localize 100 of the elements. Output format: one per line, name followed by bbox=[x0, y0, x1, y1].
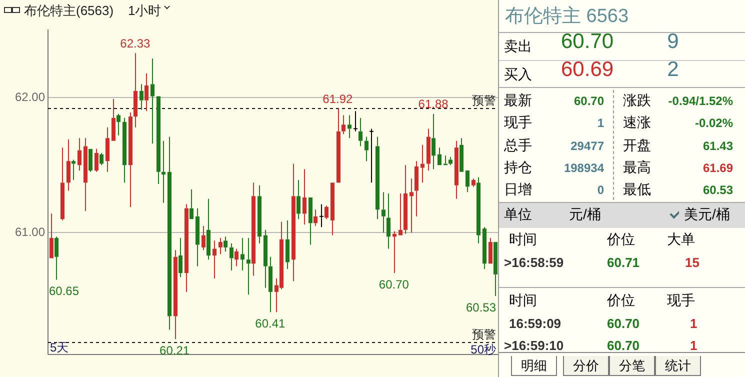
text: 最低 bbox=[623, 181, 651, 198]
candlestick bbox=[258, 184, 262, 244]
text: 60.53 bbox=[702, 182, 733, 200]
text: 最新 bbox=[504, 92, 532, 109]
annotation: 61.92 bbox=[322, 92, 354, 106]
candlestick bbox=[196, 208, 200, 267]
text: 时间 bbox=[509, 292, 537, 309]
candlestick bbox=[460, 138, 464, 172]
chart-subtitle: 1小时 bbox=[128, 2, 162, 20]
ref-line-label: 预警 bbox=[472, 328, 496, 342]
candlestick bbox=[60, 147, 64, 221]
candlestick bbox=[420, 144, 424, 184]
text: 60.70 bbox=[561, 30, 614, 53]
candlestick bbox=[330, 182, 334, 236]
text: 布伦特主 6563 bbox=[505, 5, 629, 29]
text: 速涨 bbox=[623, 114, 651, 132]
text: 16:59:09 bbox=[509, 315, 562, 332]
candlestick bbox=[454, 140, 458, 200]
candlestick bbox=[476, 176, 480, 244]
annotation: 50秒 bbox=[470, 342, 496, 356]
candlestick bbox=[162, 140, 166, 204]
text: 61.43 bbox=[702, 138, 733, 155]
text: 60.70 bbox=[574, 93, 604, 110]
text: >16:58:59 bbox=[504, 254, 564, 271]
candlestick bbox=[414, 160, 418, 217]
candlestick bbox=[494, 242, 498, 296]
candlestick bbox=[218, 237, 222, 255]
candlestick bbox=[268, 256, 272, 313]
text: 60.69 bbox=[561, 58, 614, 81]
candlestick bbox=[392, 230, 396, 274]
candlestick bbox=[324, 205, 328, 220]
candlestick bbox=[336, 108, 340, 183]
text: 时间 bbox=[509, 231, 537, 248]
candlestick bbox=[230, 242, 234, 271]
candlestick bbox=[54, 236, 58, 280]
candlestick bbox=[302, 168, 306, 225]
candlestick bbox=[252, 182, 256, 276]
text: 开盘 bbox=[623, 136, 651, 154]
text: 0 bbox=[597, 182, 604, 200]
text: 2 bbox=[666, 58, 680, 81]
ref-line-label: 预警 bbox=[472, 94, 496, 108]
candlestick bbox=[202, 225, 206, 251]
candlestick bbox=[94, 148, 98, 172]
candlestick bbox=[122, 117, 126, 184]
candlestick bbox=[212, 240, 216, 279]
text: 卖出 bbox=[504, 38, 532, 55]
candlestick bbox=[240, 237, 244, 271]
candlestick bbox=[292, 163, 296, 282]
candlestick bbox=[466, 170, 470, 193]
text: 价位 bbox=[607, 231, 635, 248]
candlestick bbox=[116, 113, 120, 136]
text: 现手 bbox=[504, 114, 532, 132]
candlestick bbox=[178, 237, 182, 278]
candlestick bbox=[234, 248, 238, 267]
text: 60.70 bbox=[607, 315, 640, 332]
text: 持仓 bbox=[504, 158, 532, 176]
text: 最高 bbox=[623, 158, 651, 176]
annotation: 60.65 bbox=[49, 284, 80, 298]
candlestick bbox=[78, 138, 82, 172]
candlestick bbox=[66, 138, 70, 192]
candlestick bbox=[224, 236, 228, 252]
text: 现手 bbox=[667, 292, 695, 309]
candlestick bbox=[432, 113, 436, 170]
text: 分笔 bbox=[609, 356, 655, 376]
candlestick bbox=[128, 112, 132, 208]
y-tick-label: 61.00 bbox=[14, 224, 46, 239]
candlestick bbox=[342, 114, 346, 135]
candlestick bbox=[308, 197, 312, 246]
text: 1 bbox=[690, 315, 698, 332]
text: 单位 bbox=[504, 206, 532, 223]
candlestick bbox=[472, 178, 476, 188]
candlestick bbox=[174, 250, 178, 340]
candlestick bbox=[264, 229, 268, 288]
candlestick bbox=[106, 126, 110, 172]
annotation: 5天 bbox=[50, 340, 69, 354]
chart-title: 布伦特主(6563) bbox=[24, 2, 114, 20]
candlestick bbox=[438, 147, 442, 166]
annotation: 62.33 bbox=[120, 36, 151, 50]
candlestick bbox=[88, 148, 92, 172]
candlestick bbox=[376, 136, 380, 220]
annotation: 61.88 bbox=[418, 97, 449, 112]
annotation: 60.21 bbox=[160, 343, 190, 358]
text: 统计 bbox=[655, 356, 701, 376]
candlestick bbox=[386, 192, 390, 250]
y-tick-label: 62.00 bbox=[14, 90, 46, 104]
candlestick bbox=[134, 52, 138, 128]
candlestick bbox=[314, 209, 318, 226]
text: 买入 bbox=[504, 66, 532, 83]
text: 198934 bbox=[564, 160, 604, 177]
candlestick bbox=[246, 237, 250, 296]
text: 大单 bbox=[667, 231, 695, 248]
text: 29477 bbox=[570, 138, 604, 155]
text: 60.71 bbox=[607, 254, 640, 271]
text: 1 bbox=[690, 337, 698, 354]
candlestick bbox=[369, 128, 374, 184]
candlestick bbox=[72, 159, 76, 180]
candlestick bbox=[286, 220, 290, 270]
candlestick bbox=[140, 84, 144, 110]
annotation: 60.53 bbox=[466, 300, 496, 314]
candlestick bbox=[348, 114, 352, 139]
